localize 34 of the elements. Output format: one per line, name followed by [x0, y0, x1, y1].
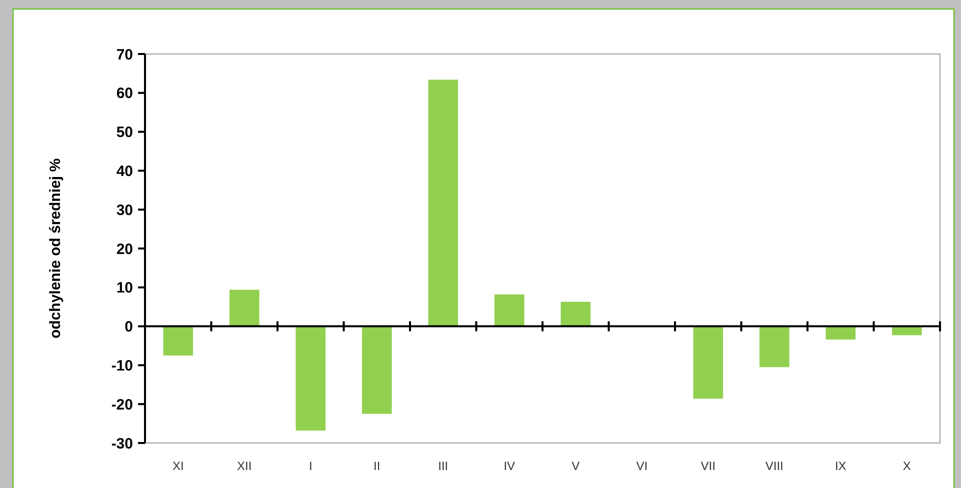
y-tick-label: -10 [111, 357, 133, 374]
y-tick-label: 50 [116, 124, 133, 142]
y-tick-label: 0 [124, 318, 133, 336]
x-tick-label: VIII [765, 459, 784, 473]
y-tick-label: 40 [116, 162, 133, 180]
bar [229, 290, 260, 326]
x-tick-label: I [308, 459, 312, 473]
x-tick-label: X [902, 459, 911, 473]
y-tick-label: 60 [116, 85, 133, 102]
y-tick-label: 30 [116, 202, 133, 219]
bar [428, 80, 458, 326]
x-tick-label: III [438, 459, 448, 473]
x-tick-label: II [374, 459, 380, 473]
y-tick-label: 70 [116, 46, 133, 64]
x-tick-label: IV [504, 459, 516, 473]
x-tick-label: V [572, 459, 580, 473]
x-tick-label: IX [834, 459, 846, 473]
x-tick-label: VII [700, 459, 716, 473]
bar [296, 326, 326, 431]
x-tick-label: XI [172, 459, 184, 473]
x-tick-label: VI [636, 459, 648, 473]
bar [560, 302, 591, 326]
bar [759, 326, 790, 368]
y-tick-label: -20 [111, 396, 133, 414]
y-axis-title: odchylenie od średniej % [47, 158, 64, 339]
bar [362, 326, 392, 414]
bar [163, 326, 194, 356]
bar [826, 326, 856, 340]
x-tick-label: XII [237, 459, 252, 473]
y-tick-label: 10 [116, 280, 133, 297]
y-tick-label: -30 [111, 435, 133, 452]
bar [494, 294, 524, 326]
bar [693, 326, 724, 399]
y-tick-label: 20 [116, 240, 133, 258]
